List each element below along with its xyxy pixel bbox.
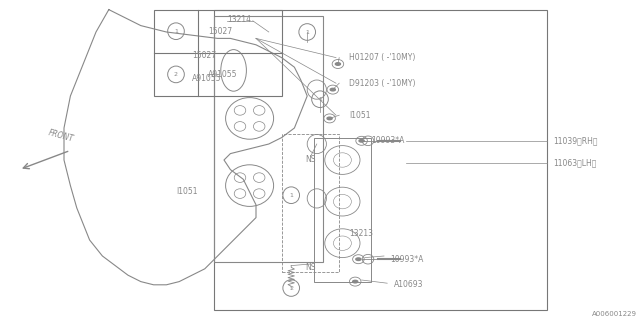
Text: 1: 1 xyxy=(305,29,309,35)
Text: 10993*A: 10993*A xyxy=(371,136,404,145)
Text: 10993*A: 10993*A xyxy=(390,255,424,264)
Bar xyxy=(214,16,323,262)
Text: 1: 1 xyxy=(174,29,178,34)
Text: A91055: A91055 xyxy=(208,70,237,79)
Text: A006001229: A006001229 xyxy=(592,311,637,317)
Text: I1051: I1051 xyxy=(176,188,198,196)
Text: 2: 2 xyxy=(289,285,293,291)
Text: 15027: 15027 xyxy=(192,52,216,60)
Text: 11039〈RH〉: 11039〈RH〉 xyxy=(554,136,598,145)
Circle shape xyxy=(359,140,364,142)
Text: 13214: 13214 xyxy=(227,15,251,24)
Bar xyxy=(314,138,371,282)
Text: 11063〈LH〉: 11063〈LH〉 xyxy=(554,159,597,168)
Circle shape xyxy=(327,117,332,120)
Text: H01207 ( -'10MY): H01207 ( -'10MY) xyxy=(349,53,415,62)
Bar xyxy=(282,134,339,272)
Text: D91203 ( -'10MY): D91203 ( -'10MY) xyxy=(349,79,415,88)
Text: I1051: I1051 xyxy=(349,111,371,120)
Circle shape xyxy=(353,280,358,283)
Circle shape xyxy=(335,63,340,65)
Text: 15027: 15027 xyxy=(208,27,232,36)
Circle shape xyxy=(330,88,335,91)
Text: A91055: A91055 xyxy=(192,74,221,83)
Text: A10693: A10693 xyxy=(394,280,423,289)
Text: 1: 1 xyxy=(318,97,322,102)
Text: 1: 1 xyxy=(289,193,293,198)
Text: NS: NS xyxy=(305,156,316,164)
Text: NS: NS xyxy=(305,263,316,272)
Text: FRONT: FRONT xyxy=(47,129,74,144)
Text: 2: 2 xyxy=(174,72,178,77)
Bar xyxy=(214,10,547,310)
Bar xyxy=(154,10,282,96)
Text: 13213: 13213 xyxy=(349,229,372,238)
Circle shape xyxy=(356,258,361,260)
